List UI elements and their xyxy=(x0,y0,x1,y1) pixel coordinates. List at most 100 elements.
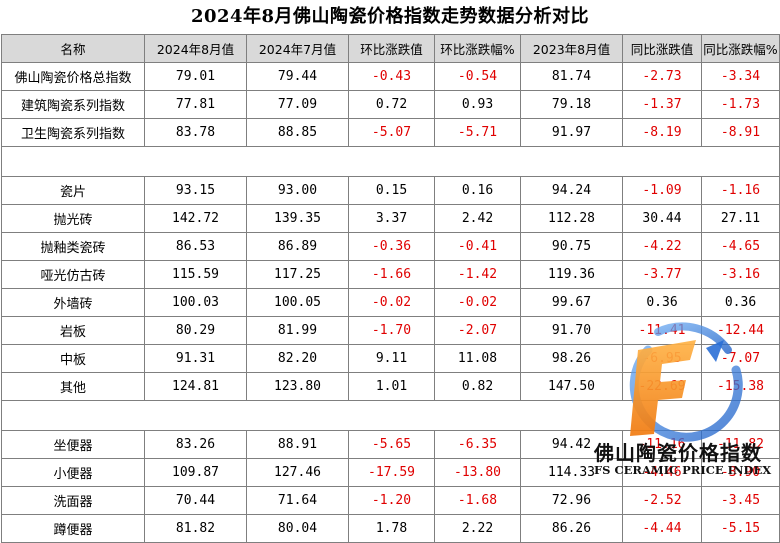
value-cell: -2.73 xyxy=(622,62,702,91)
row-name: 建筑陶瓷系列指数 xyxy=(1,90,145,119)
value-cell: -5.07 xyxy=(348,118,435,147)
value-cell: 123.80 xyxy=(246,372,349,401)
value-cell: -3.77 xyxy=(622,260,702,289)
table-row: 洗面器 70.44 71.64 -1.20 -1.68 72.96 -2.52 -3.45 xyxy=(1,486,780,515)
value-cell: 90.75 xyxy=(520,232,623,261)
value-cell: 88.85 xyxy=(246,118,349,147)
value-cell: -0.41 xyxy=(434,232,521,261)
value-cell: -17.59 xyxy=(348,458,435,487)
value-cell: 0.82 xyxy=(434,372,521,401)
separator-cell xyxy=(1,400,780,431)
value-cell: -5.65 xyxy=(348,430,435,459)
row-name: 洗面器 xyxy=(1,486,145,515)
value-cell: 98.26 xyxy=(520,344,623,373)
value-cell: 70.44 xyxy=(144,486,247,515)
column-header: 2024年8月值 xyxy=(144,34,247,63)
value-cell: 77.81 xyxy=(144,90,247,119)
table-row: 卫生陶瓷系列指数 83.78 88.85 -5.07 -5.71 91.97 -8.19 -8… xyxy=(1,118,780,147)
value-cell: 0.16 xyxy=(434,176,521,205)
table-row: 蹲便器 81.82 80.04 1.78 2.22 86.26 -4.44 -5.15 xyxy=(1,514,780,543)
value-cell: 88.91 xyxy=(246,430,349,459)
value-cell: 30.44 xyxy=(622,204,702,233)
table-row: 哑光仿古砖 115.59 117.25 -1.66 -1.42 119.36 -3.77 -3… xyxy=(1,260,780,289)
row-name: 中板 xyxy=(1,344,145,373)
value-cell: -1.73 xyxy=(701,90,780,119)
row-name: 外墙砖 xyxy=(1,288,145,317)
value-cell: 9.11 xyxy=(348,344,435,373)
value-cell: 79.01 xyxy=(144,62,247,91)
separator-cell xyxy=(1,146,780,177)
table-row: 建筑陶瓷系列指数 77.81 77.09 0.72 0.93 79.18 -1.37 -1.7… xyxy=(1,90,780,119)
value-cell: 94.24 xyxy=(520,176,623,205)
value-cell: 83.26 xyxy=(144,430,247,459)
column-header: 环比涨跌值 xyxy=(348,34,435,63)
row-name: 抛光砖 xyxy=(1,204,145,233)
value-cell: -22.69 xyxy=(622,372,702,401)
value-cell: 86.89 xyxy=(246,232,349,261)
value-cell: -8.91 xyxy=(701,118,780,147)
value-cell: 80.29 xyxy=(144,316,247,345)
row-name: 卫生陶瓷系列指数 xyxy=(1,118,145,147)
table-row: 外墙砖 100.03 100.05 -0.02 -0.02 99.67 0.36 0.36 xyxy=(1,288,780,317)
value-cell: 1.01 xyxy=(348,372,435,401)
row-name: 哑光仿古砖 xyxy=(1,260,145,289)
value-cell: -1.70 xyxy=(348,316,435,345)
column-header: 名称 xyxy=(1,34,145,63)
row-name: 坐便器 xyxy=(1,430,145,459)
value-cell: 91.70 xyxy=(520,316,623,345)
value-cell: -3.34 xyxy=(701,62,780,91)
value-cell: 115.59 xyxy=(144,260,247,289)
value-cell: -11.41 xyxy=(622,316,702,345)
table-row: 抛釉类瓷砖 86.53 86.89 -0.36 -0.41 90.75 -4.22 -4.65 xyxy=(1,232,780,261)
value-cell: 124.81 xyxy=(144,372,247,401)
watermark-name-en: FS CERAMIC PRICE INDEX xyxy=(594,463,772,477)
value-cell: 0.36 xyxy=(701,288,780,317)
value-cell: 2.22 xyxy=(434,514,521,543)
index-table: 名称 2024年8月值 2024年7月值 环比涨跌值 环比涨跌幅% 2023年8月值 同比涨… xyxy=(1,34,780,543)
column-header: 2023年8月值 xyxy=(520,34,623,63)
column-header: 2024年7月值 xyxy=(246,34,349,63)
value-cell: -1.42 xyxy=(434,260,521,289)
value-cell: -1.66 xyxy=(348,260,435,289)
value-cell: 72.96 xyxy=(520,486,623,515)
value-cell: 114.33 xyxy=(520,458,623,487)
row-name: 抛釉类瓷砖 xyxy=(1,232,145,261)
value-cell: -7.07 xyxy=(701,344,780,373)
value-cell: -2.52 xyxy=(622,486,702,515)
table-row: 佛山陶瓷价格总指数 79.01 79.44 -0.43 -0.54 81.74 -2.73-… xyxy=(1,62,780,91)
value-cell: 112.28 xyxy=(520,204,623,233)
value-cell: -0.02 xyxy=(434,288,521,317)
table-row: 抛光砖 142.72 139.35 3.37 2.42 112.28 30.44 27.11 xyxy=(1,204,780,233)
value-cell: 127.46 xyxy=(246,458,349,487)
value-cell: 0.72 xyxy=(348,90,435,119)
value-cell: 100.05 xyxy=(246,288,349,317)
value-cell: 99.67 xyxy=(520,288,623,317)
value-cell: -6.35 xyxy=(434,430,521,459)
value-cell: 83.78 xyxy=(144,118,247,147)
value-cell: -3.16 xyxy=(701,260,780,289)
value-cell: -1.37 xyxy=(622,90,702,119)
value-cell: 1.78 xyxy=(348,514,435,543)
table-header-row: 名称 2024年8月值 2024年7月值 环比涨跌值 环比涨跌幅% 2023年8月值 同比涨… xyxy=(1,34,780,63)
value-cell: 86.53 xyxy=(144,232,247,261)
row-name: 瓷片 xyxy=(1,176,145,205)
value-cell: -13.80 xyxy=(434,458,521,487)
value-cell: -12.44 xyxy=(701,316,780,345)
value-cell: -0.54 xyxy=(434,62,521,91)
value-cell: -4.44 xyxy=(622,514,702,543)
value-cell: -5.15 xyxy=(701,514,780,543)
value-cell: 81.74 xyxy=(520,62,623,91)
value-cell: 79.44 xyxy=(246,62,349,91)
value-cell: -6.95 xyxy=(622,344,702,373)
value-cell: 0.93 xyxy=(434,90,521,119)
value-cell: -1.09 xyxy=(622,176,702,205)
table-row: 其他 124.81 123.80 1.01 0.82 147.50 -22.69 -15.38 xyxy=(1,372,780,401)
column-header: 同比涨跌幅% xyxy=(701,34,780,63)
value-cell: 0.36 xyxy=(622,288,702,317)
value-cell: -15.38 xyxy=(701,372,780,401)
value-cell: 91.31 xyxy=(144,344,247,373)
value-cell: -3.90 xyxy=(701,458,780,487)
value-cell: 2.42 xyxy=(434,204,521,233)
column-header: 同比涨跌值 xyxy=(622,34,702,63)
value-cell: -1.20 xyxy=(348,486,435,515)
